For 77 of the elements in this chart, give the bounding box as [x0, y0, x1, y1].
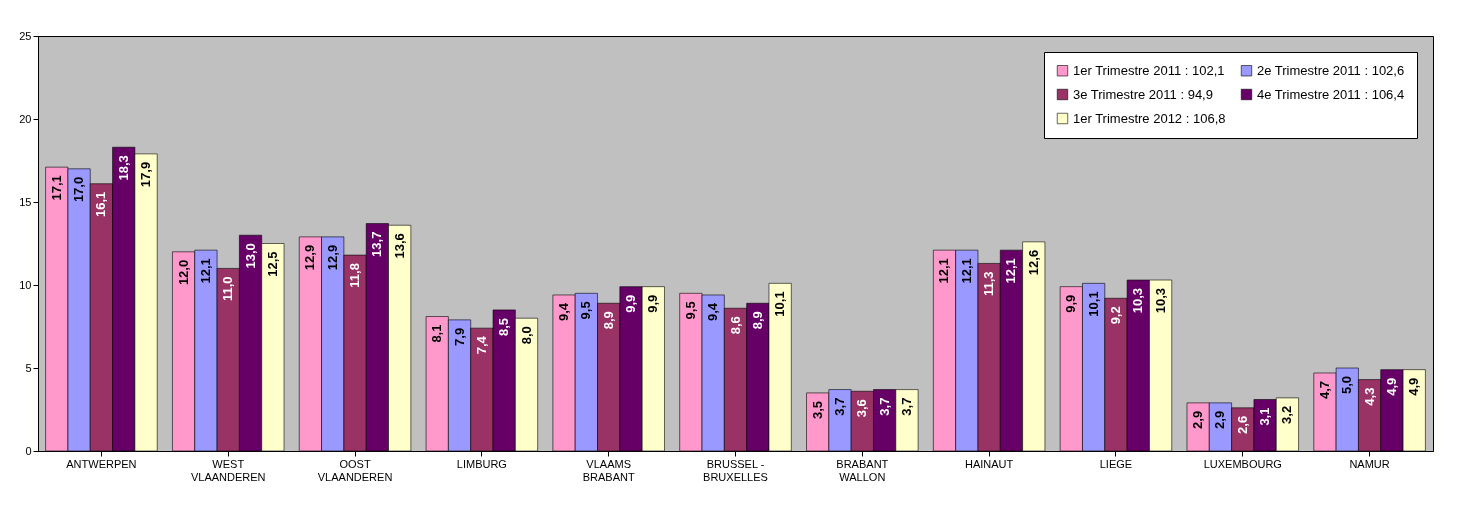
data-label: 18,3 [115, 155, 131, 181]
data-label: 17,1 [48, 175, 64, 201]
data-label: 16,1 [93, 191, 109, 218]
data-label: 4,9 [1383, 377, 1399, 396]
data-label: 9,4 [556, 302, 572, 322]
legend-label: 2e Trimestre 2011 : 102,6 [1257, 62, 1405, 78]
x-tick-label: ANTWERPEN [66, 457, 137, 470]
y-tick-label: 15 [19, 195, 32, 208]
data-label: 17,0 [71, 176, 87, 203]
data-label: 9,9 [645, 294, 661, 313]
data-label: 12,6 [1025, 249, 1041, 276]
data-label: 12,1 [197, 258, 213, 284]
data-label: 11,8 [347, 263, 363, 288]
data-label: 13,7 [369, 231, 385, 257]
y-tick-label: 10 [19, 278, 32, 291]
data-label: 8,6 [727, 316, 743, 335]
data-label: 8,5 [496, 317, 512, 336]
data-label: 12,1 [958, 258, 974, 284]
data-label: 3,6 [854, 399, 870, 418]
data-label: 12,0 [175, 259, 191, 286]
x-tick-label: VLAAMS BRABANT [582, 457, 635, 483]
data-label: 9,2 [1107, 306, 1123, 325]
data-label: 8,0 [518, 326, 534, 345]
x-tick-label: LIEGE [1099, 457, 1133, 470]
data-label: 10,3 [1152, 288, 1168, 314]
data-label: 7,4 [473, 335, 489, 355]
data-label: 3,1 [1257, 407, 1273, 426]
data-label: 8,9 [600, 311, 616, 330]
x-tick-label: HAINAUT [965, 457, 1014, 470]
data-label: 13,6 [391, 233, 407, 259]
data-label: 3,5 [809, 400, 825, 419]
data-label: 5,0 [1339, 376, 1355, 395]
data-label: 12,9 [302, 244, 318, 271]
data-label: 4,3 [1361, 387, 1377, 406]
x-tick-label: BRABANT WALLON [836, 457, 889, 483]
data-label: 12,5 [264, 251, 280, 277]
data-label: 2,6 [1234, 415, 1250, 434]
data-label: 3,2 [1279, 405, 1295, 424]
y-tick-label: 0 [25, 444, 32, 457]
legend-label: 1er Trimestre 2012 : 106,8 [1073, 110, 1226, 126]
data-label: 9,5 [682, 301, 698, 320]
data-label: 10,1 [1085, 291, 1101, 317]
data-label: 8,1 [429, 324, 445, 343]
data-label: 9,9 [1063, 294, 1079, 313]
data-label: 3,7 [898, 397, 914, 416]
data-label: 10,3 [1130, 288, 1146, 314]
legend-label: 1er Trimestre 2011 : 102,1 [1073, 62, 1225, 78]
data-label: 10,1 [772, 291, 788, 317]
x-tick-label: OOST VLAANDEREN [317, 457, 393, 483]
data-label: 8,9 [749, 311, 765, 330]
data-label: 2,9 [1212, 410, 1228, 429]
x-tick-label: WEST VLAANDEREN [190, 457, 266, 483]
x-tick-label: LUXEMBOURG [1203, 457, 1282, 470]
data-label: 13,0 [242, 243, 258, 269]
data-label: 9,4 [705, 302, 721, 322]
x-tick-label: BRUSSEL - BRUXELLES [703, 457, 768, 483]
data-label: 2,9 [1190, 410, 1206, 429]
data-label: 4,7 [1316, 380, 1332, 400]
data-label: 11,3 [981, 271, 997, 297]
data-label: 4,9 [1406, 377, 1422, 396]
data-label: 3,7 [876, 397, 892, 416]
data-label: 11,0 [220, 276, 236, 301]
legend-label: 3e Trimestre 2011 : 94,9 [1073, 86, 1213, 102]
data-label: 12,1 [1003, 258, 1019, 284]
y-tick-label: 20 [19, 112, 32, 125]
data-label: 17,9 [138, 161, 154, 188]
legend-label: 4e Trimestre 2011 : 106,4 [1257, 86, 1405, 102]
x-tick-label: LIMBURG [456, 457, 507, 470]
data-label: 3,7 [832, 397, 847, 416]
y-tick-label: 25 [19, 29, 32, 42]
data-label: 12,9 [324, 244, 340, 271]
x-tick-label: NAMUR [1349, 457, 1390, 470]
data-label: 12,1 [936, 258, 952, 284]
y-tick-label: 5 [25, 361, 32, 374]
data-label: 9,5 [578, 301, 594, 320]
data-label: 9,9 [623, 294, 638, 313]
data-label: 7,9 [451, 327, 467, 346]
